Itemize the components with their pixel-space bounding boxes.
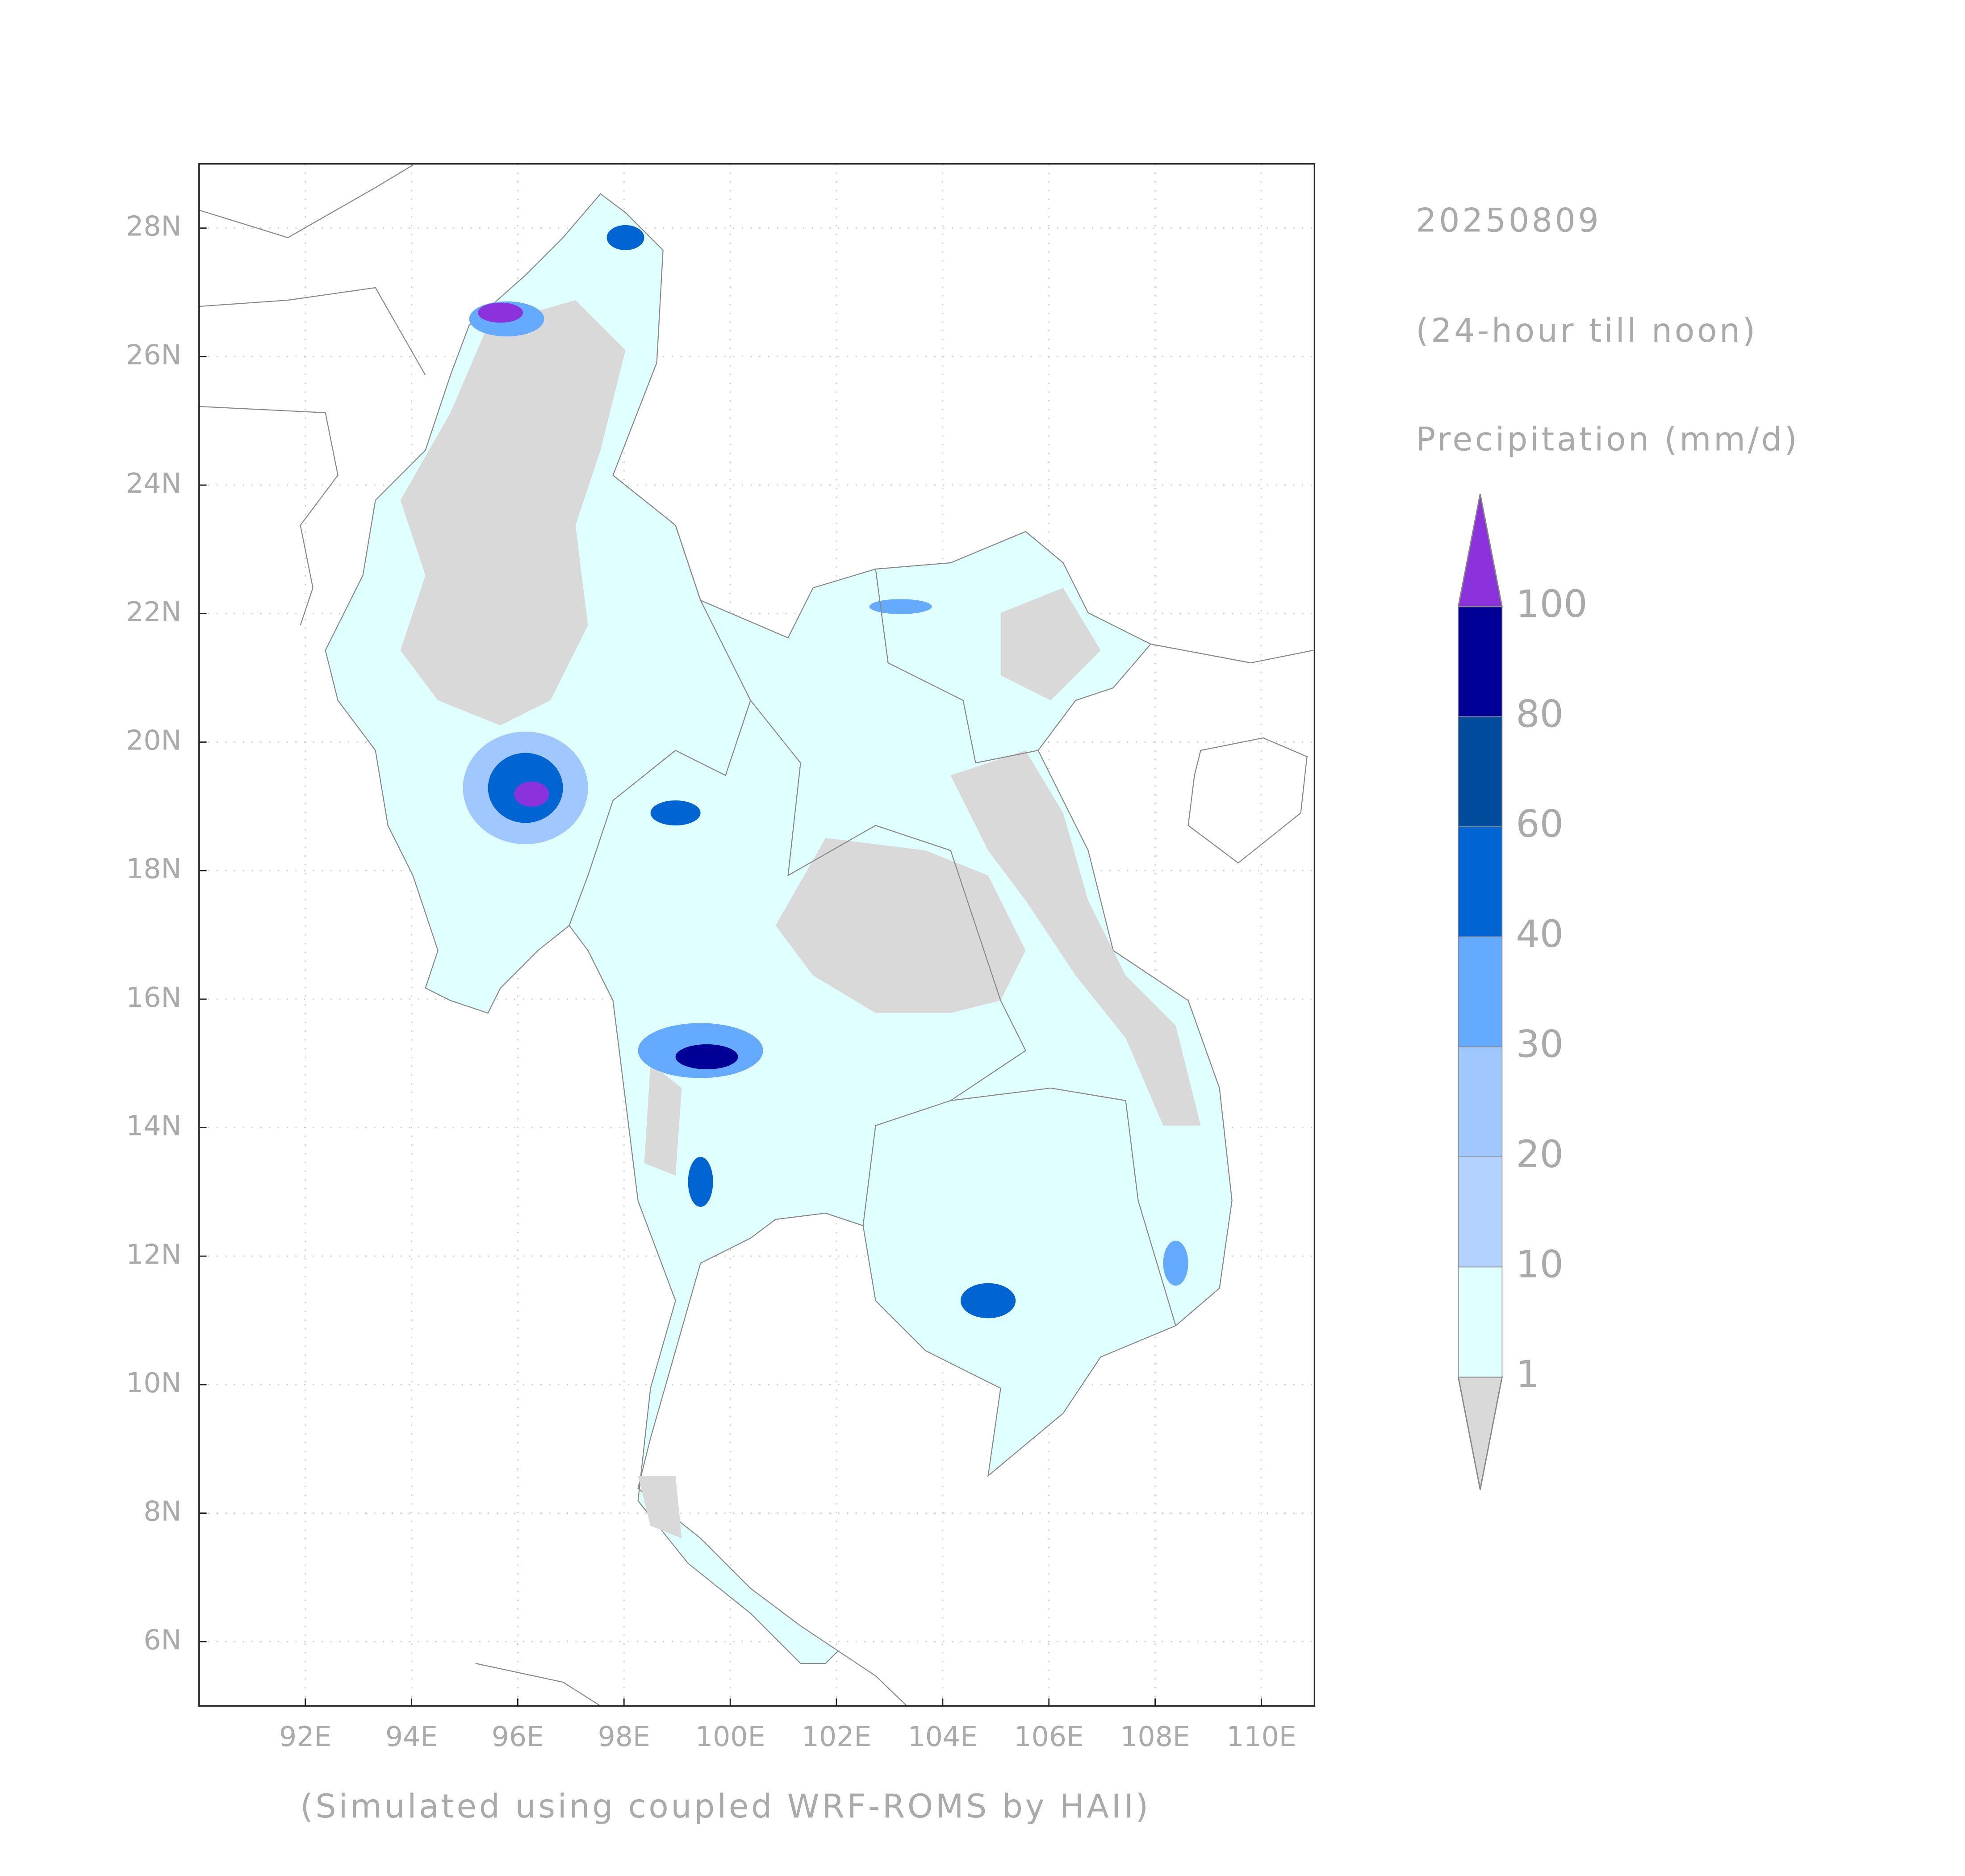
colorbar-label: 40 [1516,912,1564,956]
colorbar-box [1458,826,1503,938]
y-tick-label: 22N [126,596,181,628]
y-tick-label: 12N [126,1238,181,1270]
colorbar-label: 100 [1516,582,1587,626]
rain-area [869,599,932,614]
colorbar-box [1458,606,1503,717]
x-tick-label: 102E [802,1721,871,1753]
colorbar-box [1458,1156,1503,1268]
border [569,475,751,926]
colorbar-box [1458,1266,1503,1378]
dry-area [644,1063,682,1176]
border [875,569,1038,764]
dry-area [400,300,626,725]
border [475,1662,601,1707]
colorbar-box [1458,716,1503,827]
borders [199,164,1313,1707]
colorbar: 1 10 20 30 40 60 80 100 [1457,494,1588,1490]
dry-area [950,750,1201,1126]
y-tick-label: 18N [126,853,181,885]
rain-area [650,800,701,825]
y-tick-label: 8N [143,1495,181,1528]
border [837,1650,907,1707]
rain-area [606,225,644,250]
rain-area [1163,1240,1188,1286]
border [199,406,339,626]
rain-area [675,1044,738,1069]
rain-area [478,302,523,323]
x-tick-label: 100E [695,1721,765,1753]
colorbar-label: 20 [1516,1132,1564,1176]
x-tick-label: 92E [279,1721,331,1753]
y-tick-label: 14N [126,1110,181,1142]
dry-area [638,1476,682,1538]
date: 20250809 [1416,201,1601,239]
colorbar-label: 1 [1516,1353,1539,1396]
y-tick-label: 16N [126,981,181,1013]
x-tick-label: 104E [908,1721,978,1753]
x-tick-label: 108E [1120,1721,1190,1753]
dry-areas [400,300,1201,1538]
border [750,700,1027,1226]
dry-area [775,838,1026,1013]
y-tick-label: 26N [126,339,181,371]
y-tick-label: 20N [126,724,181,757]
colorbar-over [1457,494,1503,607]
y-tick-label: 24N [126,467,181,499]
wet-areas [463,225,1188,1319]
colorbar-label: 10 [1516,1242,1564,1286]
border [1150,643,1313,664]
credit: (Simulated using coupled WRF-ROMS by HAI… [300,1788,1150,1826]
rain-area [961,1283,1016,1319]
dry-area [1000,588,1101,700]
rain-area [514,782,549,807]
x-tick-label: 98E [598,1721,650,1753]
x-tick-label: 94E [385,1721,438,1753]
y-tick-label: 6N [143,1624,181,1656]
x-tick-label: 106E [1014,1721,1083,1753]
border [199,164,414,239]
plot-frame [198,163,1316,1707]
variable: Precipitation (mm/d) [1416,420,1799,458]
y-tick-label: 10N [126,1367,181,1399]
colorbar-box [1458,1046,1503,1157]
rain-area [688,1157,713,1207]
border [1187,737,1308,864]
map-area [198,163,1316,1707]
border [199,287,426,376]
colorbar-label: 80 [1516,692,1564,736]
colorbar-label: 30 [1516,1022,1564,1066]
x-tick-label: 96E [492,1721,544,1753]
colorbar-label: 60 [1516,802,1564,846]
period: (24-hour till noon) [1416,312,1758,350]
border [950,1087,1176,1326]
y-tick-label: 28N [126,210,181,243]
x-tick-label: 110E [1226,1721,1296,1753]
colorbar-box [1458,936,1503,1047]
